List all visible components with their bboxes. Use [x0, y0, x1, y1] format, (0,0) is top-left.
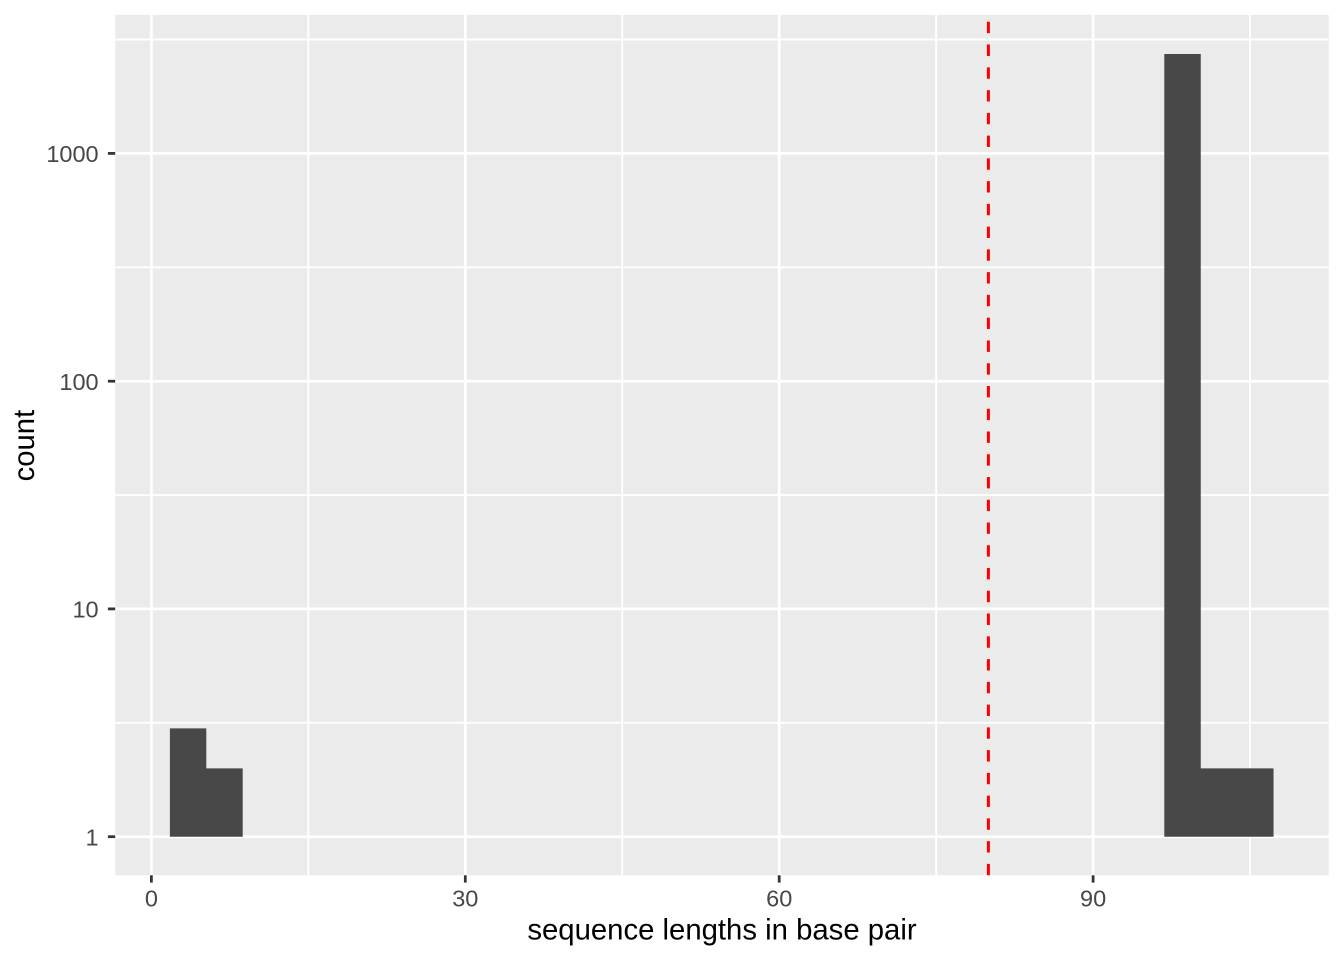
- svg-text:1000: 1000: [46, 141, 98, 167]
- svg-text:1: 1: [86, 824, 99, 850]
- svg-text:0: 0: [145, 886, 158, 912]
- svg-text:30: 30: [452, 886, 478, 912]
- svg-text:90: 90: [1080, 886, 1106, 912]
- svg-text:60: 60: [766, 886, 792, 912]
- svg-text:count: count: [8, 410, 41, 482]
- svg-text:sequence lengths in base pair: sequence lengths in base pair: [527, 914, 917, 947]
- svg-text:100: 100: [59, 369, 98, 395]
- svg-text:10: 10: [72, 597, 98, 623]
